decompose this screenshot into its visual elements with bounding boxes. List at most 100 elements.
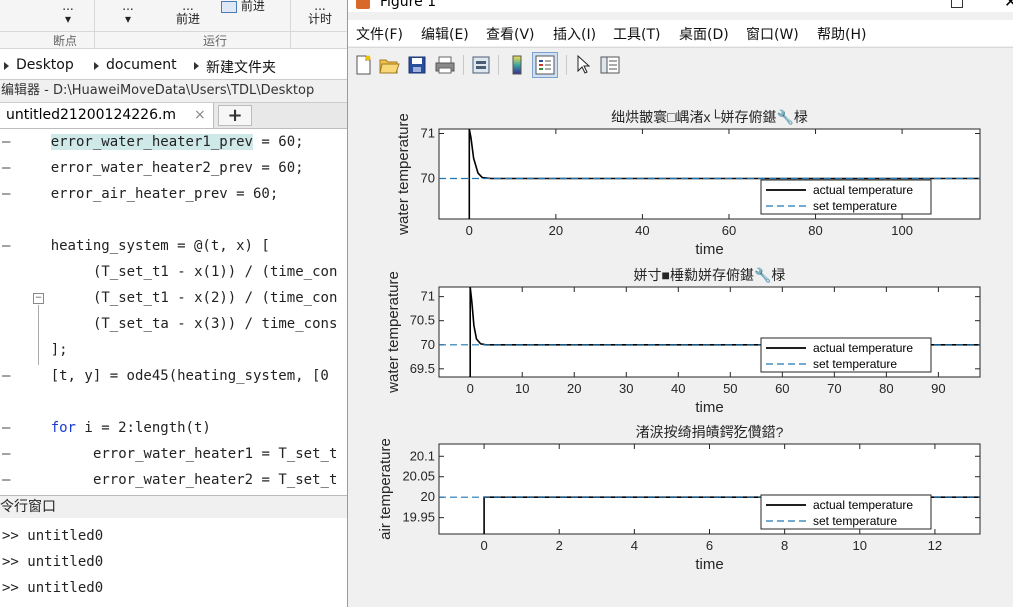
colorbar-icon[interactable] bbox=[506, 54, 528, 76]
editor-tab[interactable]: untitled21200124226.m bbox=[0, 103, 214, 128]
axes-2: 0 10 20 30 40 50 60 70 80 90 69.5 70 70.5 71 姘寸■棰勬姘存俯鍖… bbox=[385, 266, 981, 416]
code-keyword: for bbox=[50, 420, 76, 436]
command-window-header: 令行窗口 bbox=[0, 495, 347, 519]
x-tick-label: 4 bbox=[631, 538, 638, 553]
ribbon-button-3-label: 前进 bbox=[175, 12, 200, 26]
y-tick-label: 19.95 bbox=[402, 510, 435, 525]
breadcrumb-item[interactable]: 新建文件夹 bbox=[206, 60, 276, 76]
menu-window[interactable]: 窗口(W) bbox=[746, 27, 799, 43]
property-inspector-icon[interactable] bbox=[599, 54, 621, 76]
ribbon-button-4[interactable]: 前进 bbox=[221, 0, 277, 30]
ribbon-button-2-label: ... bbox=[122, 0, 134, 13]
code-text: error_water_heater2_prev = 60; bbox=[50, 160, 304, 176]
x-axis-label: time bbox=[695, 556, 723, 573]
save-icon[interactable] bbox=[406, 54, 428, 76]
figure-canvas[interactable]: 0 20 40 60 80 100 70 71 绌烘皵寰□嵎渚х└姘存俯鍖🔧椂 time water… bbox=[348, 81, 1013, 607]
ribbon-button-1[interactable]: ... ▾ bbox=[50, 0, 86, 30]
maximize-icon[interactable] bbox=[951, 0, 963, 8]
chevron-down-icon: ▾ bbox=[64, 12, 72, 26]
x-tick-label: 30 bbox=[619, 381, 633, 396]
line-marker: – bbox=[2, 238, 11, 254]
breadcrumb-item[interactable]: document bbox=[106, 57, 177, 73]
axes-title: 渚涙按绮捐皟鍔犵儹鍣? bbox=[636, 424, 784, 440]
ribbon-button-5[interactable]: ... 计时 bbox=[300, 0, 340, 30]
new-icon[interactable] bbox=[352, 54, 374, 76]
chevron-right-icon bbox=[4, 62, 9, 70]
code-line bbox=[0, 389, 347, 415]
code-text: (T_set_t1 - x(1)) / (time_con bbox=[92, 264, 338, 280]
ribbon-group-breakpoints: 断点 bbox=[52, 34, 77, 48]
matlab-main-window: ... ▾ ... ▾ ... 前进 前进 ... 计时 断点 运行 Deskt… bbox=[0, 0, 347, 607]
open-icon[interactable] bbox=[378, 54, 400, 76]
x-tick-label: 40 bbox=[671, 381, 685, 396]
new-tab-button[interactable]: + bbox=[218, 105, 252, 126]
code-line: – error_air_heater_prev = 60; bbox=[0, 181, 347, 207]
x-tick-label: 100 bbox=[891, 223, 913, 238]
line-marker: – bbox=[2, 368, 11, 384]
x-axis-label: time bbox=[695, 241, 723, 258]
y-tick-label: 71 bbox=[421, 126, 435, 141]
menu-desktop[interactable]: 桌面(D) bbox=[679, 27, 729, 43]
x-tick-label: 10 bbox=[853, 538, 867, 553]
code-text: error_water_heater1_prev = 60; bbox=[50, 134, 304, 150]
figure-menubar: 文件(F) 编辑(E) 查看(V) 插入(I) 工具(T) 桌面(D) 窗口(W… bbox=[348, 20, 1013, 46]
menu-file[interactable]: 文件(F) bbox=[356, 27, 403, 43]
menu-edit[interactable]: 编辑(E) bbox=[421, 27, 469, 43]
menu-insert[interactable]: 插入(I) bbox=[553, 27, 597, 43]
y-tick-label: 71 bbox=[421, 289, 435, 304]
code-editor[interactable]: – error_water_heater1_prev = 60; – error_wa… bbox=[0, 129, 347, 495]
code-line: – heating_system = @(t, x) [ bbox=[0, 233, 347, 259]
line-marker: – bbox=[2, 134, 11, 150]
address-bar[interactable]: Desktop document 新建文件夹 bbox=[0, 53, 347, 80]
menu-help[interactable]: 帮助(H) bbox=[817, 27, 867, 43]
y-axis-label: water temperature bbox=[395, 113, 412, 236]
line-marker: – bbox=[2, 186, 11, 202]
ribbon-button-4-label: 前进 bbox=[240, 0, 265, 13]
print-icon[interactable] bbox=[434, 54, 456, 76]
ribbon-button-3[interactable]: ... 前进 bbox=[168, 0, 208, 30]
command-window-title: 令行窗口 bbox=[0, 499, 56, 515]
x-tick-label: 20 bbox=[549, 223, 563, 238]
x-tick-label: 80 bbox=[808, 223, 822, 238]
y-axis-label: air temperature bbox=[377, 438, 394, 540]
matlab-logo-icon bbox=[356, 0, 370, 9]
ribbon-button-5-label: 计时 bbox=[307, 12, 332, 26]
command-window[interactable]: >> untitled0 >> untitled0 >> untitled0 bbox=[0, 518, 347, 607]
menu-tools[interactable]: 工具(T) bbox=[613, 27, 661, 43]
code-line bbox=[0, 207, 347, 233]
axes-3: 0 2 4 6 8 10 12 19.95 20 20.05 20.1 渚涙按绮捐皟鍔犵儹鍣? time… bbox=[377, 424, 981, 573]
fold-guide bbox=[38, 305, 39, 365]
y-tick-label: 70 bbox=[421, 337, 435, 352]
command-line: >> untitled0 bbox=[2, 528, 104, 544]
x-tick-label: 80 bbox=[879, 381, 893, 396]
code-text: error_water_heater2 = T_set_t bbox=[92, 472, 338, 488]
menu-view[interactable]: 查看(V) bbox=[486, 27, 535, 43]
close-icon[interactable]: × bbox=[194, 107, 206, 123]
figure-plots[interactable]: 0 20 40 60 80 1007071绌烘皵寰□嵎渚х└姘存俯鍖🔧椂timewater… bbox=[348, 81, 1013, 607]
ribbon-button-2[interactable]: ... ▾ bbox=[110, 0, 146, 30]
x-tick-label: 12 bbox=[928, 538, 942, 553]
figure-titlebar: Figure 1 ✕ bbox=[348, 0, 1013, 12]
code-line: – error_water_heater2_prev = 60; bbox=[0, 155, 347, 181]
editor-title: 编辑器 - D:\HuaweiMoveData\Users\TDL\Deskto… bbox=[0, 80, 347, 103]
axes-title: 绌烘皵寰□嵎渚х└姘存俯鍖🔧椂 bbox=[611, 108, 808, 126]
breadcrumb-item[interactable]: Desktop bbox=[16, 57, 74, 73]
fold-toggle-icon[interactable]: − bbox=[33, 293, 44, 304]
legend-entry: actual temperature bbox=[813, 183, 913, 197]
close-icon[interactable]: ✕ bbox=[1004, 0, 1013, 11]
figure-toolbar bbox=[348, 47, 1013, 82]
pointer-icon[interactable] bbox=[573, 54, 595, 76]
line-marker: – bbox=[2, 160, 11, 176]
legend-entry: set temperature bbox=[813, 514, 897, 528]
code-text: [t, y] = ode45(heating_system, [0 bbox=[50, 368, 329, 384]
print-preview-icon[interactable] bbox=[470, 54, 492, 76]
legend: actual temperature set temperature bbox=[760, 337, 932, 373]
code-line: (T_set_ta - x(3)) / time_cons bbox=[0, 311, 347, 337]
legend-icon[interactable] bbox=[534, 54, 556, 76]
x-axis-label: time bbox=[695, 399, 723, 416]
y-tick-label: 20 bbox=[421, 489, 435, 504]
y-tick-label: 20.05 bbox=[402, 469, 435, 484]
code-text: (T_set_t1 - x(2)) / (time_con bbox=[92, 290, 338, 306]
ribbon-button-1-label: ... bbox=[62, 0, 74, 13]
code-text: error_water_heater1 = T_set_t bbox=[92, 446, 338, 462]
